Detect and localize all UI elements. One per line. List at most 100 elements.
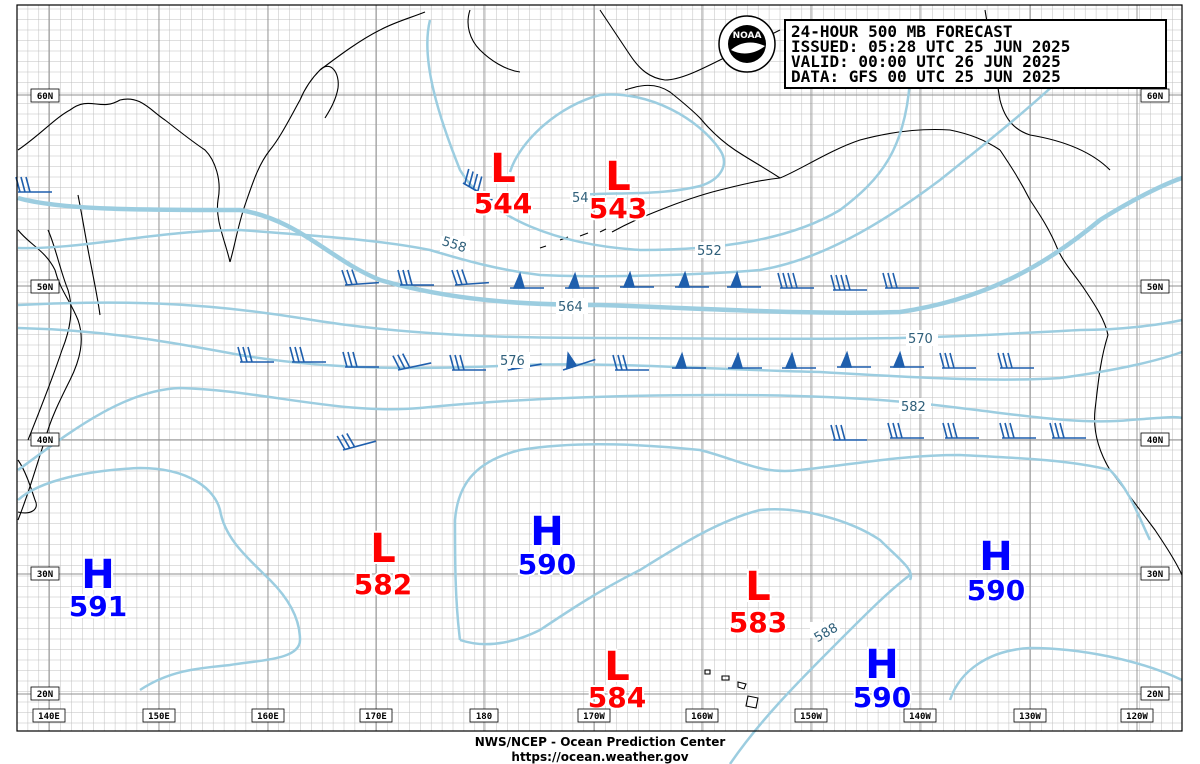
low-value: 583 [729,606,787,639]
wind-barb [939,352,976,369]
wind-barb [342,351,379,368]
wind-barb [341,269,379,286]
lat-label-left-30: 30N [30,566,60,581]
low-value: 584 [588,681,646,714]
latitude-labels: 60N 50N 40N 30N 20N 60N 50N 40N [30,88,1170,701]
lon-label-text: 150E [148,712,170,722]
contour-570 [17,301,1183,341]
wind-barb [727,270,761,288]
wind-barb [830,274,867,291]
footer-url[interactable]: https://ocean.weather.gov [511,750,689,764]
low-value: 543 [589,192,647,225]
lon-label: 120W [1120,708,1154,723]
high-center: H 590 [851,640,913,716]
lon-label-text: 170E [365,712,387,722]
logo-text: NOAA [733,31,762,41]
lon-label-text: 140E [38,712,60,722]
wind-barb [837,350,871,368]
noaa-logo: NOAA [718,15,776,73]
wind-barb [890,350,924,368]
lat-label-left-50: 50N [30,279,60,294]
wind-barb [672,351,706,369]
lon-label: 140E [32,708,66,723]
lon-label: 160W [685,708,719,723]
wind-barb [997,352,1034,369]
wind-barb [562,351,596,371]
lon-label: 150W [794,708,828,723]
lon-label-text: 160E [257,712,279,722]
wind-barb [336,433,377,451]
lat-label-left-40: 40N [30,432,60,447]
high-value: 591 [69,590,127,623]
lat-label: 50N [1147,283,1163,293]
low-letter: L [745,564,771,610]
coastline-alaska-south [779,128,1001,179]
high-value: 590 [518,548,576,581]
lon-label-text: 150W [800,712,822,722]
wind-barb [887,422,924,439]
wind-barb [1049,422,1086,439]
lat-label: 20N [37,690,53,700]
lat-label: 60N [37,92,53,102]
low-center: L 544 [472,144,534,222]
wind-barb [675,270,709,288]
contour-label: 558 [440,234,468,256]
contour-576 [17,326,1183,381]
contour-558 [17,59,1081,278]
coastline-japan [27,229,72,441]
info-issued: ISSUED: 05:28 UTC 25 JUN 2025 [791,37,1070,56]
lat-label: 40N [37,436,53,446]
low-letter: L [370,526,396,572]
contour-586 [17,466,302,692]
contour-label: 582 [901,400,926,415]
low-center: L 583 [727,562,789,641]
lon-label-text: 170W [583,712,605,722]
high-center: H 590 [516,507,578,583]
info-valid: VALID: 00:00 UTC 26 JUN 2025 [791,52,1061,71]
map-border [16,4,1183,732]
contour-label: 54 [572,191,589,206]
wind-barb [830,424,867,441]
low-center: L 584 [586,642,648,716]
wind-barb [510,271,544,289]
high-letter: H [979,534,1012,580]
wind-barb [612,354,649,371]
forecast-info-box: 24-HOUR 500 MB FORECAST ISSUED: 05:28 UT… [784,19,1167,89]
wind-barb [289,346,326,363]
lon-label: 130W [1013,708,1047,723]
coastline-alaska-peninsula [611,177,781,233]
pressure-centers: L 544 L 543 L 582 L 583 L 584 H 591 H 59… [67,144,1027,716]
height-contours [17,19,1183,764]
wind-barb [565,271,599,289]
lon-label: 170W [577,708,611,723]
contour-546 [508,93,726,197]
wind-barb [451,269,489,286]
lon-label: 160E [251,708,285,723]
coastline-chukotka [319,9,521,73]
lon-label: 150E [142,708,176,723]
contour-586b [453,442,1152,641]
wind-barb [620,270,654,288]
high-value: 590 [967,574,1025,607]
contour-label-group: 558 552 564 570 576 582 588 54 [440,190,938,646]
lon-label-text: 180 [476,712,492,722]
contour-label: 564 [558,300,583,315]
lon-label-text: 140W [909,712,931,722]
lat-label: 40N [1147,436,1163,446]
info-data-source: DATA: GFS 00 UTC 25 JUN 2025 [791,67,1061,86]
wind-barb [728,351,762,369]
high-letter: H [81,552,114,598]
lat-label: 30N [1147,570,1163,580]
low-letter: L [490,146,516,192]
wind-barb [882,272,919,289]
footer-credit: NWS/NCEP - Ocean Prediction Center [474,735,726,749]
contour-552 [426,19,912,252]
lat-label-right-30: 30N [1140,566,1170,581]
lon-label-text: 130W [1019,712,1041,722]
wind-barb [449,354,486,371]
contour-label: 570 [908,332,933,347]
high-letter: H [865,642,898,688]
wind-barb [237,346,274,363]
high-letter: H [530,509,563,555]
